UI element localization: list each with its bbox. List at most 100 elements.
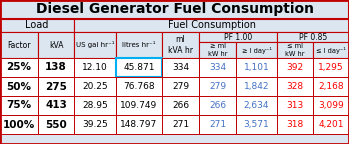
Text: PF 0.85: PF 0.85 [299, 33, 327, 41]
Bar [199, 58, 236, 77]
Text: 75%: 75% [6, 101, 31, 110]
Text: 1,295: 1,295 [318, 63, 344, 72]
Bar [0, 32, 38, 58]
Bar [116, 32, 162, 58]
Bar [162, 58, 199, 77]
Text: Load: Load [25, 20, 49, 31]
Text: 3,099: 3,099 [318, 101, 344, 110]
Bar [313, 115, 349, 134]
Bar [277, 77, 313, 96]
Bar [313, 58, 349, 77]
Text: ml
kVA hr: ml kVA hr [168, 35, 193, 55]
Text: Fuel Consumption: Fuel Consumption [168, 20, 255, 31]
Bar [236, 42, 277, 58]
Text: 271: 271 [209, 120, 226, 129]
Bar [199, 77, 236, 96]
Bar [199, 96, 236, 115]
Bar [313, 77, 349, 96]
Text: 271: 271 [172, 120, 189, 129]
Bar [236, 77, 277, 96]
Bar [116, 96, 162, 115]
Text: 279: 279 [172, 82, 189, 91]
Text: 1,101: 1,101 [244, 63, 269, 72]
Text: 279: 279 [209, 82, 226, 91]
Bar [38, 58, 74, 77]
Bar [0, 115, 38, 134]
Bar [0, 19, 74, 32]
Text: 3,571: 3,571 [244, 120, 269, 129]
Bar [162, 77, 199, 96]
Text: ≤ l day⁻¹: ≤ l day⁻¹ [316, 47, 346, 54]
Bar [236, 115, 277, 134]
Bar [74, 96, 116, 115]
Text: 328: 328 [287, 82, 304, 91]
Text: ≥ l day⁻¹: ≥ l day⁻¹ [242, 47, 272, 54]
Bar [74, 77, 116, 96]
Text: 313: 313 [287, 101, 304, 110]
Text: 20.25: 20.25 [82, 82, 108, 91]
Bar [116, 115, 162, 134]
Bar [277, 96, 313, 115]
Text: US gal hr⁻¹: US gal hr⁻¹ [76, 41, 114, 49]
Text: 25%: 25% [7, 62, 31, 72]
Text: 45.871: 45.871 [123, 63, 155, 72]
Bar [74, 58, 116, 77]
Bar [199, 32, 277, 42]
Text: 138: 138 [45, 62, 67, 72]
Bar [74, 19, 349, 32]
Bar [236, 96, 277, 115]
Bar [38, 115, 74, 134]
Text: 334: 334 [172, 63, 189, 72]
Text: 550: 550 [45, 120, 67, 129]
Text: litres hr⁻¹: litres hr⁻¹ [122, 42, 156, 48]
Text: 413: 413 [45, 101, 67, 110]
Text: 39.25: 39.25 [82, 120, 108, 129]
Text: 275: 275 [45, 82, 67, 91]
Text: 2,634: 2,634 [244, 101, 269, 110]
Bar [0, 0, 349, 19]
Bar [199, 42, 236, 58]
Text: PF 1.00: PF 1.00 [224, 33, 252, 41]
Text: 28.95: 28.95 [82, 101, 108, 110]
Text: 266: 266 [172, 101, 189, 110]
Text: 109.749: 109.749 [120, 101, 158, 110]
Bar [277, 42, 313, 58]
Bar [277, 32, 349, 42]
Bar [116, 58, 162, 77]
Bar [74, 115, 116, 134]
Bar [0, 58, 38, 77]
Text: 12.10: 12.10 [82, 63, 108, 72]
Text: Diesel Generator Fuel Consumption: Diesel Generator Fuel Consumption [36, 2, 313, 17]
Bar [38, 77, 74, 96]
Bar [38, 96, 74, 115]
Text: 148.797: 148.797 [120, 120, 158, 129]
Text: 1,842: 1,842 [244, 82, 269, 91]
Text: 2,168: 2,168 [318, 82, 344, 91]
Bar [116, 77, 162, 96]
Bar [0, 96, 38, 115]
Text: kVA: kVA [49, 40, 63, 50]
Bar [74, 32, 116, 58]
Text: ≤ ml
kW hr: ≤ ml kW hr [285, 43, 305, 56]
Text: 318: 318 [287, 120, 304, 129]
Bar [313, 42, 349, 58]
Text: 4,201: 4,201 [318, 120, 344, 129]
Bar [162, 115, 199, 134]
Text: 334: 334 [209, 63, 226, 72]
Bar [277, 58, 313, 77]
Text: ≥ ml
kW hr: ≥ ml kW hr [208, 43, 227, 56]
Bar [162, 96, 199, 115]
Bar [277, 115, 313, 134]
Text: 50%: 50% [7, 82, 31, 91]
Bar [38, 32, 74, 58]
Bar [199, 115, 236, 134]
Text: 76.768: 76.768 [123, 82, 155, 91]
Text: 266: 266 [209, 101, 226, 110]
Bar [236, 58, 277, 77]
Text: 392: 392 [287, 63, 304, 72]
Text: 100%: 100% [3, 120, 35, 129]
Bar [162, 32, 199, 58]
Text: Factor: Factor [7, 40, 31, 50]
Bar [313, 96, 349, 115]
Bar [0, 77, 38, 96]
